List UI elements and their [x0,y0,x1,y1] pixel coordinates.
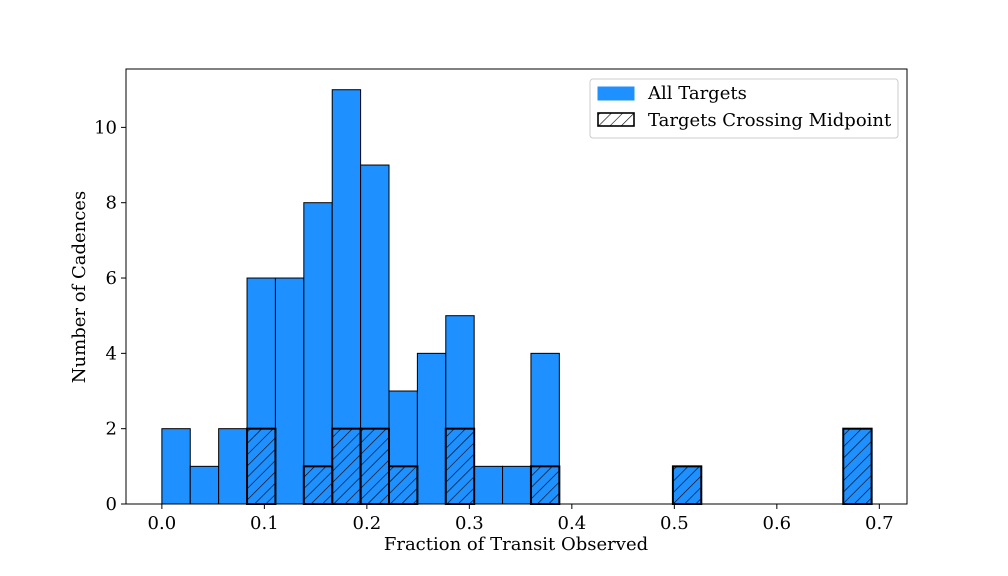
x-tick-label: 0.1 [250,513,279,534]
x-axis: 0.0 0.1 0.2 0.3 0.4 0.5 0.6 0.7 [148,504,894,534]
y-axis-title: Number of Cadences [69,191,90,383]
legend-box [589,78,899,139]
bar-targets-crossing-midpoint [671,465,703,506]
bar-targets-crossing-midpoint [529,465,561,506]
bar-all-targets [161,428,191,505]
bar-targets-crossing-midpoint [842,427,873,505]
y-tick-label: 8 [106,193,117,214]
x-tick-label: 0.4 [558,513,587,534]
x-tick-label: 0.6 [763,513,792,534]
bar-targets-crossing-midpoint [359,427,390,505]
legend-swatch-targets-crossing-midpoint [597,112,635,127]
x-tick-label: 0.0 [148,513,177,534]
legend-label-targets-crossing-midpoint: Targets Crossing Midpoint [648,110,892,131]
x-tick-label: 0.2 [353,513,382,534]
legend: All Targets Targets Crossing Midpoint [589,78,899,139]
bar-targets-crossing-midpoint [246,427,277,505]
legend-swatch-all-targets [597,86,635,101]
bar-targets-crossing-midpoint [331,427,362,505]
y-tick-label: 4 [106,343,117,364]
bar-targets-crossing-midpoint [444,427,476,505]
y-tick-label: 6 [106,268,117,289]
axes-frame [125,68,908,505]
bar-all-targets [274,277,305,505]
bar-all-targets [218,428,248,505]
y-tick-label: 10 [94,117,117,138]
bar-targets-crossing-midpoint [302,465,334,506]
bar-targets-crossing-midpoint [387,465,419,506]
y-tick-label: 0 [106,494,117,515]
bar-all-targets [416,352,447,505]
bar-all-targets [303,202,333,505]
y-axis: 0 2 4 6 8 10 [94,117,126,515]
bar-all-targets [473,465,504,505]
bar-all-targets [502,465,532,505]
bar-all-targets [189,465,220,505]
x-tick-label: 0.7 [865,513,894,534]
plot-area [161,89,873,506]
x-tick-label: 0.5 [660,513,689,534]
legend-label-all-targets: All Targets [647,83,747,104]
x-axis-title: Fraction of Transit Observed [384,534,648,555]
x-tick-label: 0.3 [455,513,484,534]
y-tick-label: 2 [106,419,117,440]
